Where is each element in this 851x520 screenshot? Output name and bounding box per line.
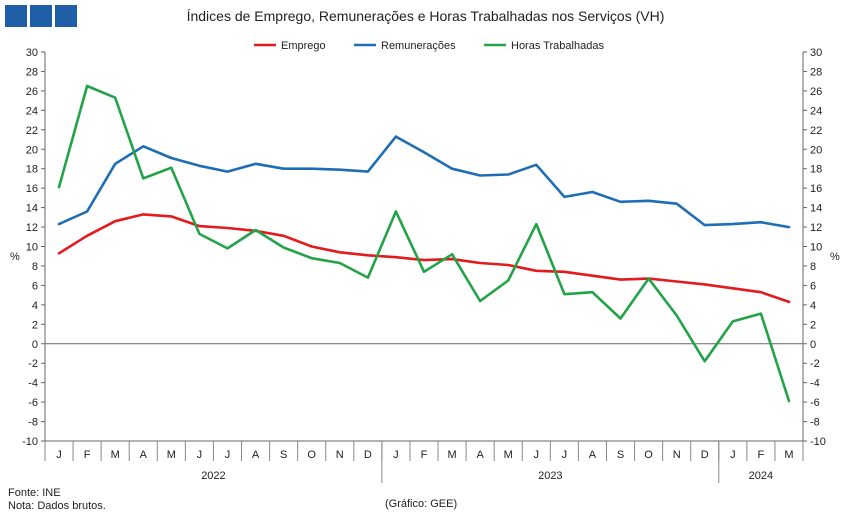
y-tick-label-right: 0 xyxy=(810,339,816,351)
y-tick-label-left: 14 xyxy=(26,203,38,215)
chart-title: Índices de Emprego, Remunerações e Horas… xyxy=(186,8,665,24)
logo-square-2 xyxy=(30,5,52,27)
credit-note: (Gráfico: GEE) xyxy=(385,498,458,510)
x-tick-label: J xyxy=(56,449,62,461)
y-tick-label-left: -10 xyxy=(22,436,38,448)
legend-label-2: Remunerações xyxy=(381,40,456,52)
legend-label-3: Horas Trabalhadas xyxy=(511,40,604,52)
x-tick-label: O xyxy=(307,449,316,461)
year-label: 2024 xyxy=(749,470,773,482)
y-tick-label-left: 28 xyxy=(26,66,38,78)
data-note: Nota: Dados brutos. xyxy=(8,500,106,512)
x-tick-label: S xyxy=(617,449,624,461)
x-tick-label: M xyxy=(111,449,120,461)
x-tick-label: J xyxy=(225,449,231,461)
y-tick-label-right: 18 xyxy=(810,164,822,176)
y-tick-label-right: 26 xyxy=(810,86,822,98)
y-tick-label-left: 8 xyxy=(32,261,38,273)
x-tick-label: M xyxy=(167,449,176,461)
y-axis-label-left: % xyxy=(10,251,20,263)
y-tick-label-left: 20 xyxy=(26,144,38,156)
y-tick-label-left: -8 xyxy=(28,417,38,429)
y-tick-label-right: -10 xyxy=(810,436,826,448)
y-tick-label-right: 2 xyxy=(810,319,816,331)
x-tick-label: J xyxy=(730,449,736,461)
x-tick-label: D xyxy=(364,449,372,461)
y-tick-label-left: 4 xyxy=(32,300,38,312)
y-tick-label-left: 22 xyxy=(26,125,38,137)
y-tick-label-left: 26 xyxy=(26,86,38,98)
x-tick-label: J xyxy=(534,449,540,461)
y-tick-label-right: 10 xyxy=(810,242,822,254)
x-tick-label: N xyxy=(336,449,344,461)
y-tick-label-left: 24 xyxy=(26,105,38,117)
x-tick-label: F xyxy=(421,449,428,461)
y-tick-label-left: -6 xyxy=(28,397,38,409)
x-tick-label: F xyxy=(84,449,91,461)
y-tick-label-left: 18 xyxy=(26,164,38,176)
y-tick-label-right: -8 xyxy=(810,417,820,429)
x-tick-label: A xyxy=(252,449,260,461)
x-tick-label: S xyxy=(280,449,287,461)
y-tick-label-left: 10 xyxy=(26,242,38,254)
y-tick-label-right: -2 xyxy=(810,358,820,370)
logo-square-3 xyxy=(55,5,77,27)
x-tick-label: A xyxy=(140,449,148,461)
series-line-3 xyxy=(57,84,791,403)
y-tick-label-right: 28 xyxy=(810,66,822,78)
logo-square-1 xyxy=(5,5,27,27)
y-tick-label-left: -2 xyxy=(28,358,38,370)
y-tick-label-left: 2 xyxy=(32,319,38,331)
x-tick-label: J xyxy=(393,449,399,461)
y-tick-label-right: 8 xyxy=(810,261,816,273)
x-tick-label: D xyxy=(701,449,709,461)
y-tick-label-left: 16 xyxy=(26,183,38,195)
x-tick-label: M xyxy=(447,449,456,461)
x-tick-label: M xyxy=(504,449,513,461)
y-tick-label-left: 30 xyxy=(26,47,38,59)
x-tick-label: J xyxy=(197,449,203,461)
y-tick-label-right: -4 xyxy=(810,378,820,390)
y-tick-label-left: 0 xyxy=(32,339,38,351)
y-tick-label-right: -6 xyxy=(810,397,820,409)
x-tick-label: F xyxy=(758,449,765,461)
y-tick-label-right: 24 xyxy=(810,105,822,117)
x-tick-label: M xyxy=(784,449,793,461)
y-tick-label-left: 6 xyxy=(32,280,38,292)
x-tick-label: J xyxy=(562,449,568,461)
series-line-2 xyxy=(57,135,791,229)
y-tick-label-left: -4 xyxy=(28,378,38,390)
x-tick-label: O xyxy=(644,449,653,461)
year-label: 2022 xyxy=(201,470,225,482)
y-tick-label-right: 30 xyxy=(810,47,822,59)
y-axis-label-right: % xyxy=(830,251,840,263)
year-label: 2023 xyxy=(538,470,562,482)
y-tick-label-right: 22 xyxy=(810,125,822,137)
x-tick-label: A xyxy=(476,449,484,461)
y-tick-label-right: 4 xyxy=(810,300,816,312)
x-tick-label: A xyxy=(589,449,597,461)
y-tick-label-right: 12 xyxy=(810,222,822,234)
y-tick-label-right: 14 xyxy=(810,203,822,215)
legend-label-1: Emprego xyxy=(281,40,326,52)
x-tick-label: N xyxy=(673,449,681,461)
source-note: Fonte: INE xyxy=(8,487,61,499)
y-tick-label-left: 12 xyxy=(26,222,38,234)
y-tick-label-right: 20 xyxy=(810,144,822,156)
y-tick-label-right: 6 xyxy=(810,280,816,292)
y-tick-label-right: 16 xyxy=(810,183,822,195)
series-line-1 xyxy=(57,213,791,304)
